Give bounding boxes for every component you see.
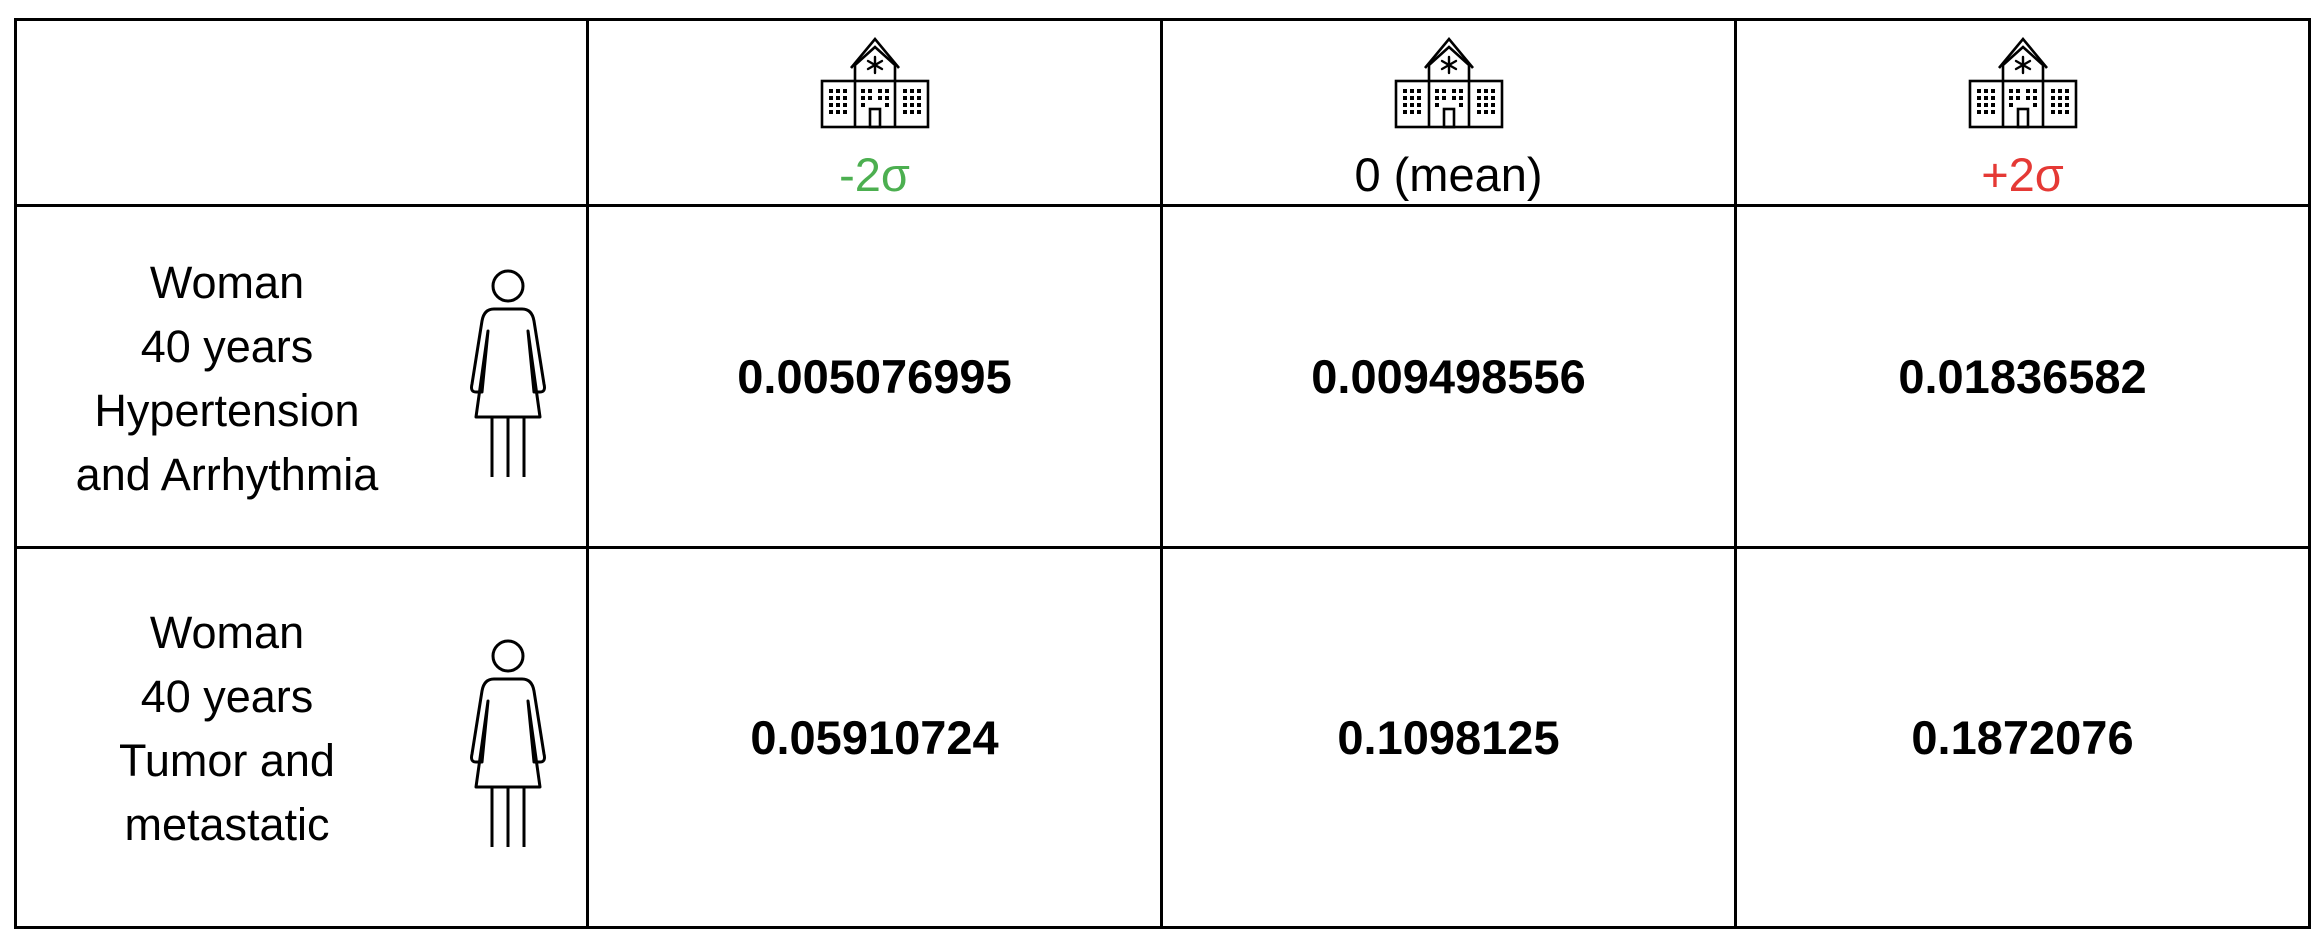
profile-description: Woman 40 years Hypertension and Arrhythm… <box>37 251 417 507</box>
value-cell: 0.1872076 <box>1734 546 2311 929</box>
profile-line: 40 years <box>140 321 314 372</box>
value-cell: 0.1098125 <box>1160 546 1737 929</box>
profile-line: Woman <box>149 607 305 658</box>
profile-line: Tumor and <box>119 735 335 786</box>
column-header-plus-2-sigma: +2σ <box>1734 18 2311 207</box>
header-row: -2σ 0 (mean) +2σ <box>14 18 2311 207</box>
table-row: Woman 40 years Hypertension and Arrhythm… <box>14 204 2311 549</box>
probability-value: 0.009498556 <box>1311 350 1586 403</box>
probability-value: 0.01836582 <box>1898 350 2147 403</box>
column-label: -2σ <box>839 148 910 201</box>
hospital-icon <box>819 35 931 129</box>
value-cell: 0.05910724 <box>586 546 1163 929</box>
probability-value: 0.005076995 <box>737 350 1012 403</box>
column-header-minus-2-sigma: -2σ <box>586 18 1163 207</box>
results-table: -2σ 0 (mean) +2σ Woman 40 years Hyperten… <box>14 18 2311 929</box>
profile-line: 40 years <box>140 671 314 722</box>
probability-value: 0.1872076 <box>1911 711 2134 764</box>
corner-cell <box>14 18 589 207</box>
value-cell: 0.01836582 <box>1734 204 2311 549</box>
profile-line: Hypertension <box>94 385 360 436</box>
woman-icon <box>464 639 552 847</box>
profile-cell: Woman 40 years Tumor and metastatic <box>14 546 589 929</box>
value-cell: 0.009498556 <box>1160 204 1737 549</box>
profile-line: metastatic <box>124 799 330 850</box>
profile-line: Woman <box>149 257 305 308</box>
column-header-mean: 0 (mean) <box>1160 18 1737 207</box>
profile-description: Woman 40 years Tumor and metastatic <box>37 601 417 857</box>
hospital-icon <box>1967 35 2079 129</box>
column-label: +2σ <box>1981 148 2064 201</box>
profile-line: and Arrhythmia <box>75 449 379 500</box>
column-label: 0 (mean) <box>1354 148 1543 201</box>
probability-value: 0.05910724 <box>750 711 999 764</box>
probability-value: 0.1098125 <box>1337 711 1560 764</box>
table-row: Woman 40 years Tumor and metastatic 0.05… <box>14 546 2311 929</box>
profile-cell: Woman 40 years Hypertension and Arrhythm… <box>14 204 589 549</box>
hospital-icon <box>1393 35 1505 129</box>
woman-icon <box>464 269 552 477</box>
value-cell: 0.005076995 <box>586 204 1163 549</box>
